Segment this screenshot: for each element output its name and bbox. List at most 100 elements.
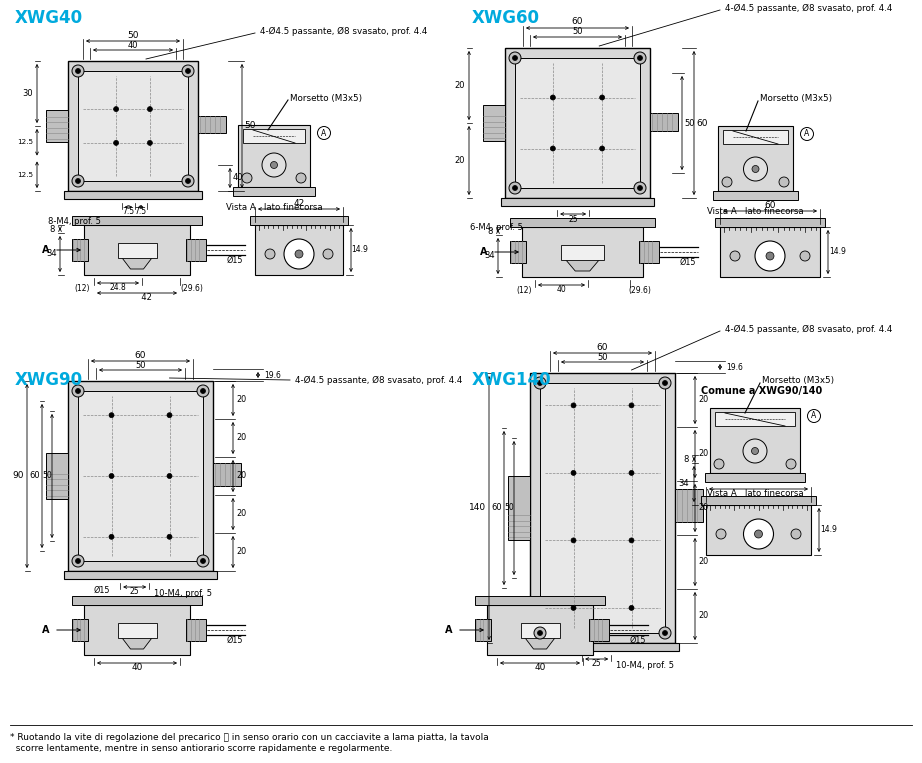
- Bar: [508, 475, 530, 540]
- Text: 10-M4, prof. 5: 10-M4, prof. 5: [616, 661, 674, 669]
- Circle shape: [766, 252, 774, 260]
- Circle shape: [284, 239, 314, 269]
- Circle shape: [242, 173, 252, 183]
- Text: 25: 25: [130, 588, 139, 597]
- Bar: [64, 571, 217, 579]
- Bar: [78, 71, 188, 181]
- Bar: [675, 489, 703, 521]
- Text: Morsetto (M3x5): Morsetto (M3x5): [762, 376, 834, 385]
- Circle shape: [808, 410, 821, 423]
- Circle shape: [714, 459, 724, 469]
- Text: 20: 20: [455, 81, 466, 90]
- Bar: [250, 216, 348, 225]
- Text: 40: 40: [232, 173, 243, 182]
- Bar: [78, 391, 203, 561]
- Bar: [510, 241, 526, 263]
- Text: A: A: [42, 625, 50, 635]
- Text: Ø15: Ø15: [94, 585, 111, 594]
- Circle shape: [571, 538, 576, 543]
- Text: XWG90: XWG90: [15, 371, 83, 389]
- Circle shape: [109, 413, 114, 417]
- Text: Ø15: Ø15: [227, 636, 243, 645]
- Bar: [487, 605, 593, 655]
- Bar: [255, 225, 343, 275]
- Text: Ø15: Ø15: [227, 256, 243, 265]
- Circle shape: [634, 52, 646, 64]
- Circle shape: [779, 177, 789, 187]
- Bar: [475, 596, 605, 605]
- Bar: [526, 643, 679, 651]
- Text: 14.9: 14.9: [821, 526, 837, 535]
- Text: 34: 34: [47, 250, 57, 259]
- Text: Morsetto (M3x5): Morsetto (M3x5): [290, 94, 362, 102]
- Bar: [233, 187, 315, 196]
- Text: XWG40: XWG40: [15, 9, 83, 27]
- Text: (12): (12): [75, 284, 89, 292]
- Circle shape: [571, 605, 576, 610]
- Polygon shape: [525, 637, 556, 649]
- Text: A: A: [804, 130, 810, 139]
- Text: 90: 90: [12, 472, 24, 481]
- Circle shape: [323, 249, 333, 259]
- Text: 40: 40: [535, 664, 546, 672]
- Bar: [72, 596, 202, 605]
- Bar: [46, 111, 68, 142]
- Circle shape: [599, 95, 605, 100]
- Circle shape: [72, 555, 84, 567]
- Bar: [72, 216, 202, 225]
- Circle shape: [637, 56, 643, 60]
- Circle shape: [752, 166, 759, 172]
- Text: Comune a XWG90/140: Comune a XWG90/140: [702, 386, 822, 396]
- Circle shape: [72, 175, 84, 187]
- Text: 34: 34: [679, 479, 690, 488]
- Bar: [701, 496, 816, 505]
- Text: Vista A   lato finecorsa: Vista A lato finecorsa: [226, 202, 323, 211]
- Text: A: A: [480, 247, 488, 257]
- Circle shape: [629, 403, 634, 408]
- Circle shape: [534, 377, 546, 389]
- Polygon shape: [122, 637, 153, 649]
- Circle shape: [317, 127, 330, 140]
- Bar: [64, 191, 202, 199]
- Text: 24.8: 24.8: [110, 284, 126, 292]
- Text: 20: 20: [236, 395, 246, 404]
- Text: 4-Ø4.5 passante, Ø8 svasato, prof. 4.4: 4-Ø4.5 passante, Ø8 svasato, prof. 4.4: [725, 3, 892, 12]
- Circle shape: [265, 249, 275, 259]
- Bar: [715, 218, 825, 227]
- Text: 6-M4, prof. 5: 6-M4, prof. 5: [470, 224, 523, 233]
- Circle shape: [76, 179, 80, 183]
- Circle shape: [72, 65, 84, 77]
- Circle shape: [754, 530, 762, 538]
- Circle shape: [167, 474, 172, 478]
- Text: 42: 42: [123, 294, 151, 302]
- Circle shape: [167, 413, 172, 417]
- Text: 34: 34: [485, 252, 495, 260]
- Circle shape: [167, 534, 172, 539]
- Text: 50: 50: [573, 27, 583, 37]
- Circle shape: [751, 448, 759, 455]
- Circle shape: [76, 388, 80, 394]
- Circle shape: [109, 474, 114, 478]
- Circle shape: [262, 153, 286, 177]
- Text: 20: 20: [455, 156, 466, 165]
- Text: 140: 140: [469, 504, 487, 513]
- Text: 20: 20: [236, 433, 246, 443]
- Circle shape: [786, 459, 796, 469]
- Bar: [238, 125, 310, 187]
- Bar: [72, 619, 88, 641]
- Bar: [710, 408, 800, 473]
- Circle shape: [534, 627, 546, 639]
- Circle shape: [182, 175, 194, 187]
- Circle shape: [72, 385, 84, 397]
- Circle shape: [743, 519, 774, 549]
- Circle shape: [743, 439, 767, 463]
- Bar: [515, 58, 640, 188]
- Circle shape: [755, 241, 785, 271]
- Bar: [723, 130, 788, 144]
- Text: A: A: [42, 245, 50, 255]
- Text: (29.6): (29.6): [181, 284, 204, 292]
- Text: 50: 50: [597, 353, 608, 362]
- Text: 20: 20: [698, 504, 708, 513]
- Circle shape: [182, 65, 194, 77]
- Circle shape: [629, 538, 634, 543]
